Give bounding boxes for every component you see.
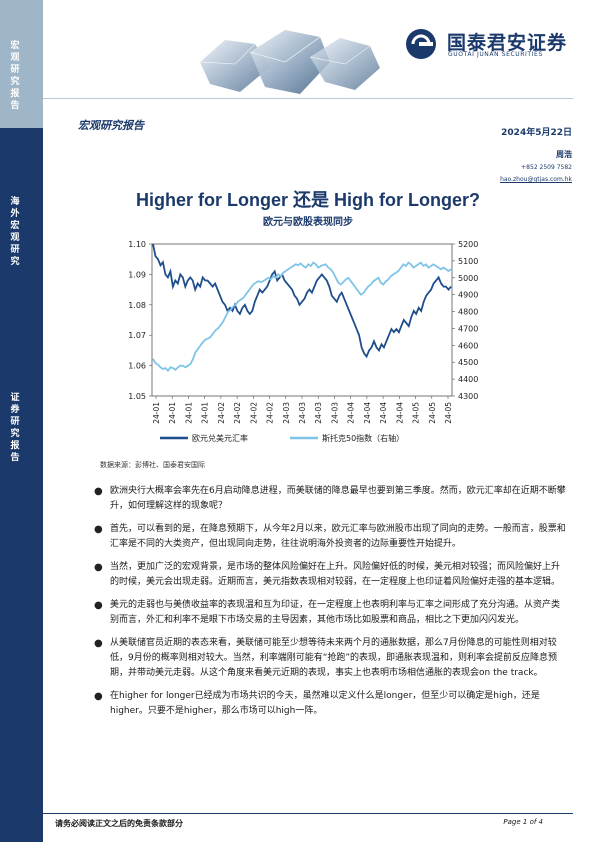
bullet-item: ● 当然，更加广泛的宏观背景，是市场的整体风险偏好在上升。风险偏好低的时候，美元相… xyxy=(94,560,566,590)
bullet-item: ● 首先，可以看到的是，在降息预期下，从今年2月以来，欧元汇率与欧洲股市出现了同向… xyxy=(94,522,566,552)
bullet-dot-icon: ● xyxy=(94,486,103,497)
legend-label: 斯托克50指数（右轴） xyxy=(322,433,404,443)
footer-divider xyxy=(43,813,573,814)
y-right-tick-label: 4600 xyxy=(458,341,478,350)
x-tick-label: 24-05 xyxy=(428,402,437,424)
series-line-stoxx50 xyxy=(152,261,452,373)
x-tick-label: 24-01 xyxy=(201,402,210,424)
sidebar-bottom-block xyxy=(0,328,43,842)
y-right-tick-label: 4700 xyxy=(458,324,478,333)
data-source-note: 数据来源：彭博社、国泰君安国际 xyxy=(100,461,205,469)
x-tick-label: 24-01 xyxy=(168,402,177,424)
bullet-text: 首先，可以看到的是，在降息预期下，从今年2月以来，欧元汇率与欧洲股市出现了同向的… xyxy=(110,524,566,549)
y-left-tick-label: 1.06 xyxy=(128,362,146,371)
bullet-text: 在higher for longer已经成为市场共识的今天，虽然难以定义什么是l… xyxy=(110,691,540,716)
x-tick-label: 24-02 xyxy=(217,402,226,424)
bullet-list: ● 欧洲央行大概率会率先在6月启动降息进程，而美联储的降息最早也要到第三季度。然而… xyxy=(94,484,566,727)
author-block: 周浩 +852 2509 7582 hao.zhou@gtjas.com.hk xyxy=(500,149,572,183)
y-left-tick-label: 1.10 xyxy=(128,240,146,249)
x-tick-label: 24-03 xyxy=(298,402,307,424)
sidebar-label-securities: 证券研究报告 xyxy=(10,393,20,463)
x-tick-label: 24-04 xyxy=(363,402,372,424)
sidebar-top-block xyxy=(0,0,43,128)
bullet-text: 美元的走弱也与美债收益率的表现温和互为印证，在一定程度上也表明利率与汇率之间形成… xyxy=(110,600,561,625)
x-tick-label: 24-02 xyxy=(266,402,275,424)
y-left-tick-label: 1.08 xyxy=(128,301,146,310)
series-line-eurusd xyxy=(152,243,452,359)
x-tick-label: 24-04 xyxy=(379,402,388,424)
bullet-item: ● 在higher for longer已经成为市场共识的今天，虽然难以定义什么是… xyxy=(94,689,566,719)
bullet-item: ● 从美联储官员近期的表态来看，美联储可能至少想等待未来两个月的通胀数据，那么7月… xyxy=(94,636,566,681)
header-divider xyxy=(43,98,573,99)
x-tick-label: 24-05 xyxy=(412,402,421,424)
y-right-tick-label: 5000 xyxy=(458,274,478,283)
y-left-tick-label: 1.07 xyxy=(128,331,146,340)
bullet-text: 从美联储官员近期的表态来看，美联储可能至少想等待未来两个月的通胀数据，那么7月份… xyxy=(110,638,558,678)
x-tick-label: 24-03 xyxy=(282,402,291,424)
y-right-tick-label: 4900 xyxy=(458,291,478,300)
x-tick-label: 24-04 xyxy=(347,402,356,424)
sidebar-middle-block xyxy=(0,128,43,328)
bullet-dot-icon: ● xyxy=(94,562,103,573)
y-left-tick-label: 1.05 xyxy=(128,392,146,401)
x-tick-label: 24-01 xyxy=(184,402,193,424)
fx-equity-line-chart: 1.10 1.09 1.08 1.07 1.06 1.05 5200 5100 5000 4900… xyxy=(128,240,478,443)
bullet-dot-icon: ● xyxy=(94,638,103,649)
company-logo: 国泰君安证券 GUOTAI JUNAN SECURITIES xyxy=(405,28,575,60)
bullet-text: 当然，更加广泛的宏观背景，是市场的整体风险偏好在上升。风险偏好低的时候，美元相对… xyxy=(110,562,561,587)
bullet-item: ● 欧洲央行大概率会率先在6月启动降息进程，而美联储的降息最早也要到第三季度。然而… xyxy=(94,484,566,514)
x-tick-label: 24-02 xyxy=(249,402,258,424)
x-tick-label: 24-05 xyxy=(444,402,453,424)
author-name: 周浩 xyxy=(556,150,572,159)
bullet-dot-icon: ● xyxy=(94,600,103,611)
y-right-tick-label: 4400 xyxy=(458,375,478,384)
logo-text-cn: 国泰君安证券 xyxy=(447,32,568,54)
x-tick-label: 24-03 xyxy=(330,402,339,424)
bullet-text: 欧洲央行大概率会率先在6月启动降息进程，而美联储的降息最早也要到第三季度。然而，… xyxy=(110,486,566,511)
chart-subtitle: 欧元与欧股表现同步 xyxy=(263,217,353,228)
plot-frame xyxy=(151,243,453,397)
bullet-dot-icon: ● xyxy=(94,524,103,535)
x-tick-label: 24-02 xyxy=(233,402,242,424)
y-right-tick-label: 4800 xyxy=(458,308,478,317)
legend-label: 欧元兑美元汇率 xyxy=(192,433,248,443)
y-right-tick-label: 5100 xyxy=(458,257,478,266)
y-right-tick-label: 5200 xyxy=(458,240,478,249)
page-title: Higher for Longer 还是 High for Longer? xyxy=(136,190,480,210)
y-left-tick-label: 1.09 xyxy=(128,270,146,279)
page-number: Page 1 of 4 xyxy=(503,818,543,826)
bullet-item: ● 美元的走弱也与美债收益率的表现温和互为印证，在一定程度上也表明利率与汇率之间形… xyxy=(94,598,566,628)
sidebar-label-macro: 宏观研究报告 xyxy=(10,41,20,111)
logo-emblem-icon xyxy=(406,29,436,59)
report-date: 2024年5月22日 xyxy=(501,128,572,138)
sidebar: 宏观研究报告 海外宏观研究 证券研究报告 xyxy=(0,0,43,842)
diamond-banner-image xyxy=(180,22,390,97)
bullet-dot-icon: ● xyxy=(94,691,103,702)
x-tick-label: 24-04 xyxy=(395,402,404,424)
y-right-tick-label: 4300 xyxy=(458,392,478,401)
logo-text-en: GUOTAI JUNAN SECURITIES xyxy=(448,51,543,58)
author-phone: +852 2509 7582 xyxy=(521,164,572,171)
report-type: 宏观研究报告 xyxy=(78,119,144,132)
author-email-link[interactable]: hao.zhou@gtjas.com.hk xyxy=(500,176,572,183)
x-tick-label: 24-03 xyxy=(314,402,323,424)
y-right-tick-label: 4500 xyxy=(458,358,478,367)
x-tick-label: 24-01 xyxy=(152,402,161,424)
footer-disclaimer: 请务必阅读正文之后的免责条款部分 xyxy=(55,819,183,828)
sidebar-label-overseas: 海外宏观研究 xyxy=(10,197,20,267)
